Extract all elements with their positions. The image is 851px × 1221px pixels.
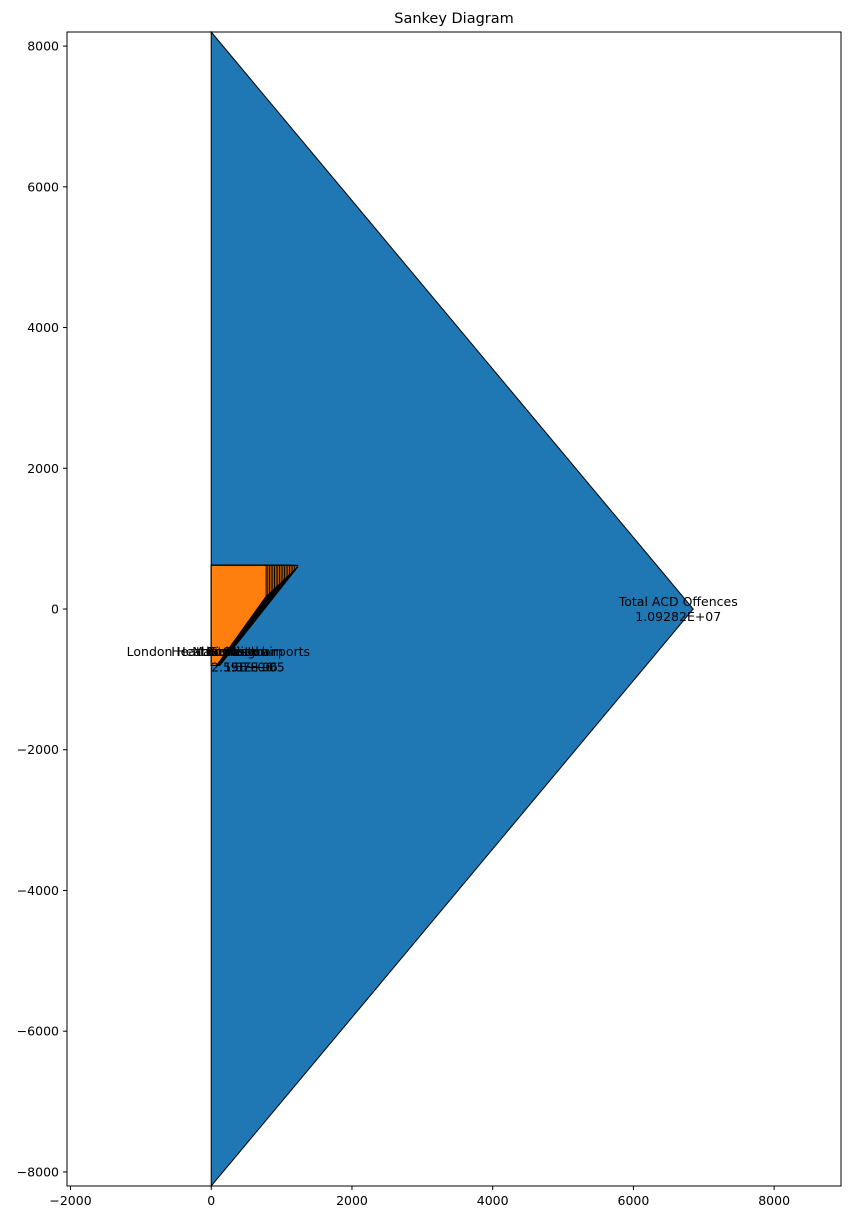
y-tick-label: −4000 bbox=[17, 883, 59, 898]
inflow-label: Manchester bbox=[192, 644, 266, 659]
y-tick-label: 0 bbox=[51, 602, 59, 617]
inflow-ribbon bbox=[210, 564, 267, 666]
x-tick-label: 2000 bbox=[336, 1193, 368, 1208]
y-tick-label: 8000 bbox=[27, 39, 59, 54]
inflow-label: Birmingham bbox=[207, 644, 283, 659]
y-tick-label: 4000 bbox=[27, 320, 59, 335]
inflow-label: Other airports bbox=[222, 644, 310, 659]
x-tick-label: −2000 bbox=[49, 1193, 91, 1208]
main-flow bbox=[210, 30, 694, 1188]
x-tick-label: 0 bbox=[207, 1193, 215, 1208]
inflow-label: Heathrow bbox=[171, 644, 231, 659]
main-flow-label: Total ACD Offences bbox=[618, 594, 738, 609]
y-axis: −8000 −6000 −4000 −2000 0 2000 4000 6000 8000 bbox=[17, 39, 67, 1179]
x-axis: −2000 0 2000 4000 6000 8000 bbox=[49, 1186, 790, 1208]
plot-area: London HeathrowHeathrowManchesterGatwick… bbox=[127, 30, 738, 1188]
x-tick-label: 6000 bbox=[618, 1193, 650, 1208]
x-tick-label: 8000 bbox=[758, 1193, 790, 1208]
inflow-value: 2.55E+06 bbox=[211, 659, 273, 674]
inflow-value: 1.3E+06 bbox=[224, 659, 278, 674]
chart-title: Sankey Diagram bbox=[394, 11, 514, 27]
inflow-label: Luton bbox=[233, 644, 268, 659]
main-flow-value: 1.09282E+07 bbox=[635, 609, 721, 624]
y-tick-label: −8000 bbox=[17, 1164, 59, 1179]
inflow-label: Gatwick bbox=[208, 644, 259, 659]
y-tick-label: 2000 bbox=[27, 461, 59, 476]
x-tick-label: 4000 bbox=[477, 1193, 509, 1208]
inflow-label: Stansted bbox=[210, 644, 265, 659]
y-tick-label: −2000 bbox=[17, 742, 59, 757]
y-tick-label: −6000 bbox=[17, 1024, 59, 1039]
inflow-value: 9.7E+05 bbox=[231, 659, 285, 674]
inflow-label: London Heathrow bbox=[127, 644, 237, 659]
y-tick-label: 6000 bbox=[27, 179, 59, 194]
